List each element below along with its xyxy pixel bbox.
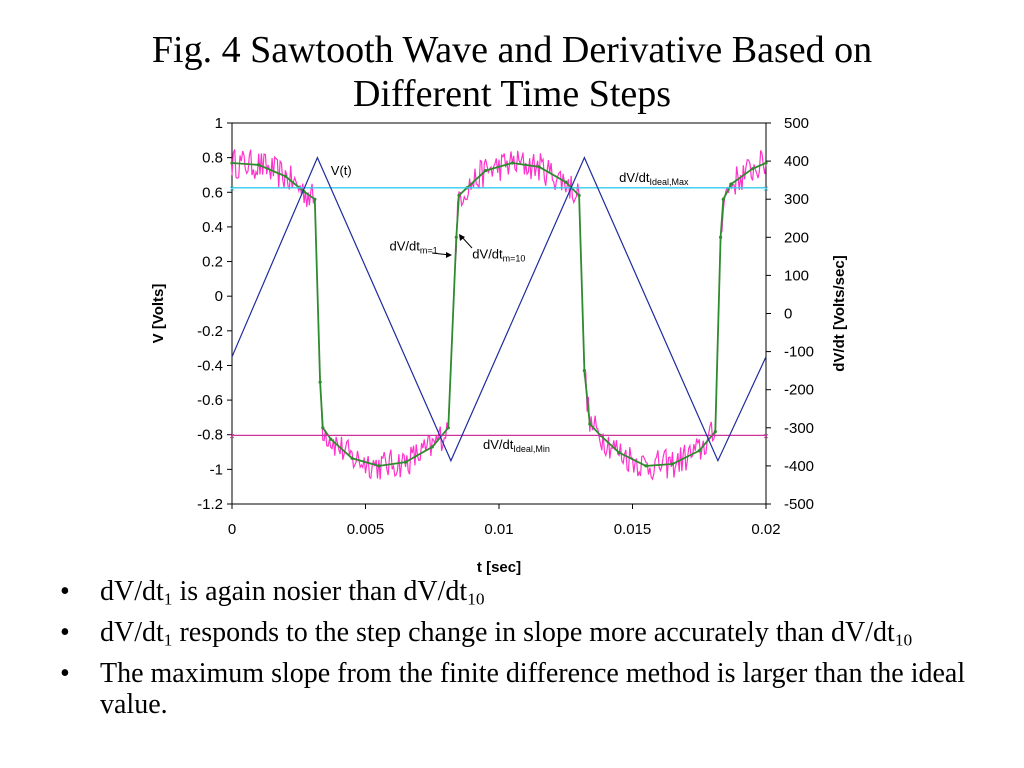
y2-tick-label: 400 — [784, 153, 809, 170]
y-tick-label: -0.2 — [197, 323, 223, 340]
bullet-text: The maximum slope from the finite differ… — [100, 658, 966, 720]
bullet-subscript: 1 — [163, 630, 173, 650]
series-m10-point — [729, 182, 733, 186]
series-m10-point — [577, 193, 581, 197]
series-m10-point — [510, 161, 514, 165]
bullet-subscript: 1 — [163, 589, 173, 609]
annotation-arrowhead — [459, 234, 465, 241]
chart-annotation: dV/dtm=1 — [390, 239, 438, 256]
series-m10-point — [454, 235, 458, 239]
series-m10-point — [446, 426, 450, 430]
chart-annotation: V(t) — [331, 163, 352, 178]
y-tick-label: 0.2 — [202, 254, 223, 271]
bullet-text: dV/dt — [100, 617, 164, 648]
y2-tick-label: 0 — [784, 306, 792, 323]
series-m10-point — [329, 437, 333, 441]
series-m10-point — [403, 460, 408, 464]
y2-tick-label: -300 — [784, 420, 814, 437]
x-axis-title: t [sec] — [477, 559, 521, 576]
series-m10-point — [564, 180, 568, 184]
y2-axis-title: dV/dt [Volts/sec] — [831, 255, 848, 371]
series-m10-point — [257, 163, 261, 167]
series-m10-point — [537, 165, 541, 169]
bullet-item: dV/dt1 is again nosier than dV/dt10 — [58, 576, 998, 609]
series-m10-point — [719, 235, 723, 239]
y-tick-label: -1 — [210, 461, 223, 478]
series-m10-point — [751, 167, 755, 171]
bullet-item: dV/dt1 responds to the step change in sl… — [58, 617, 998, 650]
ideal-min-marker: × — [229, 431, 235, 442]
series-m10-point — [713, 430, 717, 434]
slide-title: Fig. 4 Sawtooth Wave and Derivative Base… — [0, 28, 1024, 116]
y2-tick-label: 100 — [784, 267, 809, 284]
y-tick-label: -0.8 — [197, 427, 223, 444]
y-tick-label: 0.8 — [202, 150, 223, 167]
bullet-list: dV/dt1 is again nosier than dV/dt10 dV/d… — [58, 576, 998, 730]
series-m10-point — [721, 197, 725, 201]
series-m10-point — [457, 193, 461, 197]
bullet-text: responds to the step change in slope mor… — [172, 617, 895, 648]
bullet-text: is again nosier than dV/dt — [172, 576, 468, 607]
y-tick-label: -0.4 — [197, 357, 223, 374]
series-m10-point — [764, 161, 768, 165]
y2-tick-label: -500 — [784, 496, 814, 513]
series-m10-point — [644, 464, 648, 468]
title-line-1: Fig. 4 Sawtooth Wave and Derivative Base… — [151, 29, 873, 71]
series-m10-point — [318, 380, 322, 384]
series-m10-point — [670, 462, 675, 466]
x-tick-label: 0 — [228, 521, 236, 538]
x-tick-label: 0.005 — [347, 521, 385, 538]
series-m10-point — [350, 456, 354, 460]
series-m10-line — [231, 162, 767, 467]
series-m10-point — [230, 161, 234, 165]
ideal-max-marker: × — [763, 184, 769, 195]
bullet-subscript: 10 — [894, 630, 913, 650]
y2-tick-label: -100 — [784, 344, 814, 361]
y2-tick-label: 200 — [784, 229, 809, 246]
y2-tick-label: 300 — [784, 191, 809, 208]
bullet-subscript: 10 — [467, 589, 485, 609]
x-tick-label: 0.015 — [614, 521, 652, 538]
chart-annotation: dV/dtIdeal,Min — [483, 437, 550, 454]
series-m10-point — [697, 449, 701, 453]
y2-tick-label: -200 — [784, 382, 814, 399]
y-tick-label: -1.2 — [197, 496, 223, 513]
annotation-arrowhead — [446, 252, 452, 258]
title-line-2: Different Time Steps — [352, 73, 672, 115]
ideal-min-marker: × — [763, 431, 769, 442]
series-m1-line — [231, 149, 767, 481]
bullet-item: The maximum slope from the finite differ… — [58, 658, 998, 720]
y-axis-title: V [Volts] — [150, 284, 167, 344]
ideal-max-marker: × — [229, 184, 235, 195]
series-m10-point — [617, 451, 621, 455]
y2-tick-label: -400 — [784, 458, 814, 475]
y-tick-label: 0.6 — [202, 184, 223, 201]
chart-annotation: dV/dtIdeal,Max — [619, 170, 689, 187]
series-m10-point — [321, 426, 325, 430]
x-tick-label: 0.02 — [751, 521, 780, 538]
series-m10-point — [588, 422, 592, 426]
y-tick-label: -0.6 — [197, 392, 223, 409]
series-m10-point — [377, 464, 381, 468]
series-vt-line — [231, 156, 767, 463]
series-m10-point — [430, 445, 434, 449]
series-m10-point — [313, 197, 317, 201]
chart-annotation: dV/dtm=10 — [472, 246, 525, 263]
series-m10-point — [484, 169, 488, 173]
y-tick-label: 1 — [215, 115, 223, 132]
series-m10-point — [582, 369, 587, 373]
series-m10-point — [283, 174, 287, 178]
y-tick-label: 0 — [215, 288, 223, 305]
bullet-text: dV/dt — [100, 576, 164, 607]
x-tick-label: 0.01 — [484, 521, 513, 538]
y-tick-label: 0.4 — [202, 219, 223, 236]
y2-tick-label: 500 — [784, 115, 809, 132]
